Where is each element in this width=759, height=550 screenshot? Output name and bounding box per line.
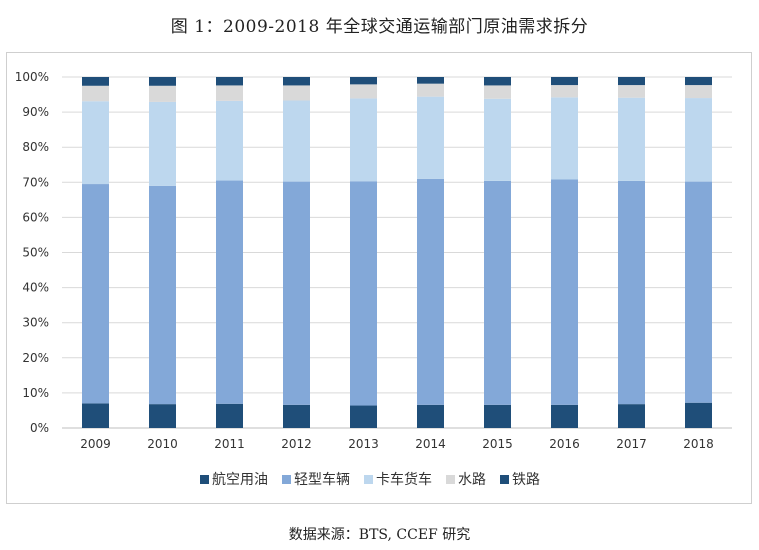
bar-segment xyxy=(350,77,377,85)
x-tick-label: 2016 xyxy=(549,437,580,451)
bar-segment xyxy=(283,85,310,101)
bars xyxy=(82,77,712,428)
chart-title: 图 1：2009-2018 年全球交通运输部门原油需求拆分 xyxy=(170,17,589,37)
x-tick-label: 2012 xyxy=(281,437,312,451)
legend-swatch xyxy=(200,475,209,484)
x-axis: 2009 2010 2011 2012 2013 2014 2015 2016 2017 2018 xyxy=(80,437,714,451)
bar-segment xyxy=(216,403,243,428)
legend-swatch xyxy=(282,475,291,484)
y-tick-label: 20% xyxy=(22,351,49,365)
bar-segment xyxy=(618,85,645,98)
bar-segment xyxy=(685,77,712,86)
bar-segment xyxy=(685,402,712,428)
bar-segment xyxy=(283,181,310,405)
bar-segment xyxy=(417,178,444,405)
bar-segment xyxy=(283,404,310,428)
bar-segment xyxy=(283,77,310,86)
bar-segment xyxy=(82,403,109,428)
x-tick-label: 2009 xyxy=(80,437,111,451)
legend: 航空用油 轻型车辆 卡车货车 水路 铁路 xyxy=(200,471,540,488)
bar-segment xyxy=(618,77,645,86)
bar-segment xyxy=(149,85,176,102)
y-tick-label: 100% xyxy=(15,70,49,84)
y-tick-label: 70% xyxy=(22,175,49,189)
y-tick-label: 60% xyxy=(22,210,49,224)
y-tick-label: 10% xyxy=(22,386,49,400)
bar-segment xyxy=(551,85,578,98)
bar-segment xyxy=(216,100,243,181)
x-tick-label: 2011 xyxy=(214,437,245,451)
legend-label: 航空用油 xyxy=(212,472,268,488)
y-axis: 0% 10% 20% 30% 40% 50% 60% 70% 80% 90% 100% xyxy=(15,70,49,435)
bar-segment xyxy=(618,180,645,405)
bar-segment xyxy=(417,404,444,428)
bar-segment xyxy=(149,185,176,405)
legend-label: 铁路 xyxy=(512,472,540,488)
legend-swatch xyxy=(364,475,373,484)
bar-segment xyxy=(82,101,109,185)
bar-segment xyxy=(350,405,377,428)
bar-segment xyxy=(82,184,109,404)
bar-segment xyxy=(551,97,578,180)
bar-segment xyxy=(484,98,511,181)
bar-segment xyxy=(350,181,377,406)
y-tick-label: 30% xyxy=(22,316,49,330)
bar-segment xyxy=(618,404,645,428)
bar-segment xyxy=(484,85,511,99)
bar-segment xyxy=(484,404,511,428)
bar-segment xyxy=(149,77,176,86)
x-tick-label: 2018 xyxy=(683,437,714,451)
y-tick-label: 40% xyxy=(22,281,49,295)
legend-swatch xyxy=(446,475,455,484)
x-tick-label: 2017 xyxy=(616,437,647,451)
source-note: 数据来源：BTS, CCEF 研究 xyxy=(288,527,471,543)
bar-segment xyxy=(82,85,109,102)
bar-segment xyxy=(551,404,578,428)
bar-segment xyxy=(82,77,109,86)
y-tick-label: 0% xyxy=(30,421,49,435)
bar-segment xyxy=(618,97,645,181)
legend-label: 水路 xyxy=(458,472,486,488)
bar-segment xyxy=(685,98,712,182)
bar-segment xyxy=(417,96,444,179)
bar-segment xyxy=(484,180,511,405)
x-tick-label: 2010 xyxy=(147,437,178,451)
bar-segment xyxy=(216,77,243,86)
legend-label: 轻型车辆 xyxy=(294,471,350,488)
bar-segment xyxy=(216,85,243,101)
bar-segment xyxy=(350,98,377,182)
bar-segment xyxy=(417,83,444,97)
x-tick-label: 2015 xyxy=(482,437,513,451)
y-tick-label: 80% xyxy=(22,140,49,154)
chart-frame xyxy=(6,52,752,504)
bar-segment xyxy=(484,77,511,86)
bar-segment xyxy=(417,77,444,84)
y-tick-label: 90% xyxy=(22,105,49,119)
legend-label: 卡车货车 xyxy=(376,471,432,488)
bar-segment xyxy=(149,404,176,428)
bar-segment xyxy=(551,179,578,405)
x-tick-label: 2013 xyxy=(348,437,379,451)
bar-segment xyxy=(149,101,176,186)
bar-segment xyxy=(283,100,310,182)
x-tick-label: 2014 xyxy=(415,437,446,451)
bar-segment xyxy=(685,85,712,99)
bar-segment xyxy=(551,77,578,86)
bar-segment xyxy=(216,180,243,404)
y-tick-label: 50% xyxy=(22,246,49,260)
legend-swatch xyxy=(500,475,509,484)
bar-segment xyxy=(350,84,377,99)
bar-segment xyxy=(685,181,712,403)
